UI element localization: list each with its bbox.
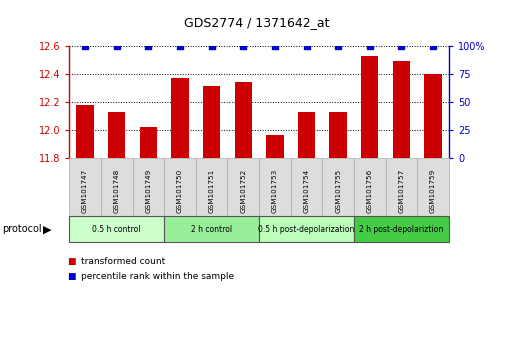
Text: GSM101747: GSM101747 bbox=[82, 169, 88, 213]
Text: GDS2774 / 1371642_at: GDS2774 / 1371642_at bbox=[184, 16, 329, 29]
Bar bbox=[76, 104, 94, 158]
Text: 2 h post-depolariztion: 2 h post-depolariztion bbox=[359, 225, 444, 234]
Text: GSM101754: GSM101754 bbox=[304, 169, 309, 213]
Text: ■: ■ bbox=[67, 272, 75, 281]
Text: 2 h control: 2 h control bbox=[191, 225, 232, 234]
Text: GSM101757: GSM101757 bbox=[399, 169, 404, 213]
Bar bbox=[171, 78, 189, 158]
Bar bbox=[298, 112, 315, 158]
Text: percentile rank within the sample: percentile rank within the sample bbox=[81, 272, 234, 281]
Text: protocol: protocol bbox=[3, 224, 42, 234]
Text: GSM101751: GSM101751 bbox=[209, 169, 214, 213]
Bar bbox=[393, 61, 410, 158]
Text: GSM101750: GSM101750 bbox=[177, 169, 183, 213]
Text: ▶: ▶ bbox=[44, 224, 52, 234]
Text: GSM101749: GSM101749 bbox=[145, 169, 151, 213]
Text: 0.5 h post-depolarization: 0.5 h post-depolarization bbox=[259, 225, 354, 234]
Bar bbox=[203, 86, 220, 158]
Bar bbox=[234, 82, 252, 158]
Text: 0.5 h control: 0.5 h control bbox=[92, 225, 141, 234]
Text: GSM101748: GSM101748 bbox=[114, 169, 120, 213]
Bar bbox=[424, 74, 442, 158]
Bar bbox=[361, 56, 379, 158]
Text: transformed count: transformed count bbox=[81, 257, 165, 267]
Bar bbox=[329, 112, 347, 158]
Text: GSM101753: GSM101753 bbox=[272, 169, 278, 213]
Text: GSM101759: GSM101759 bbox=[430, 169, 436, 213]
Text: GSM101755: GSM101755 bbox=[335, 169, 341, 213]
Bar bbox=[266, 135, 284, 158]
Text: GSM101752: GSM101752 bbox=[240, 169, 246, 213]
Bar bbox=[140, 127, 157, 158]
Text: ■: ■ bbox=[67, 257, 75, 267]
Bar bbox=[108, 112, 125, 158]
Text: GSM101756: GSM101756 bbox=[367, 169, 373, 213]
